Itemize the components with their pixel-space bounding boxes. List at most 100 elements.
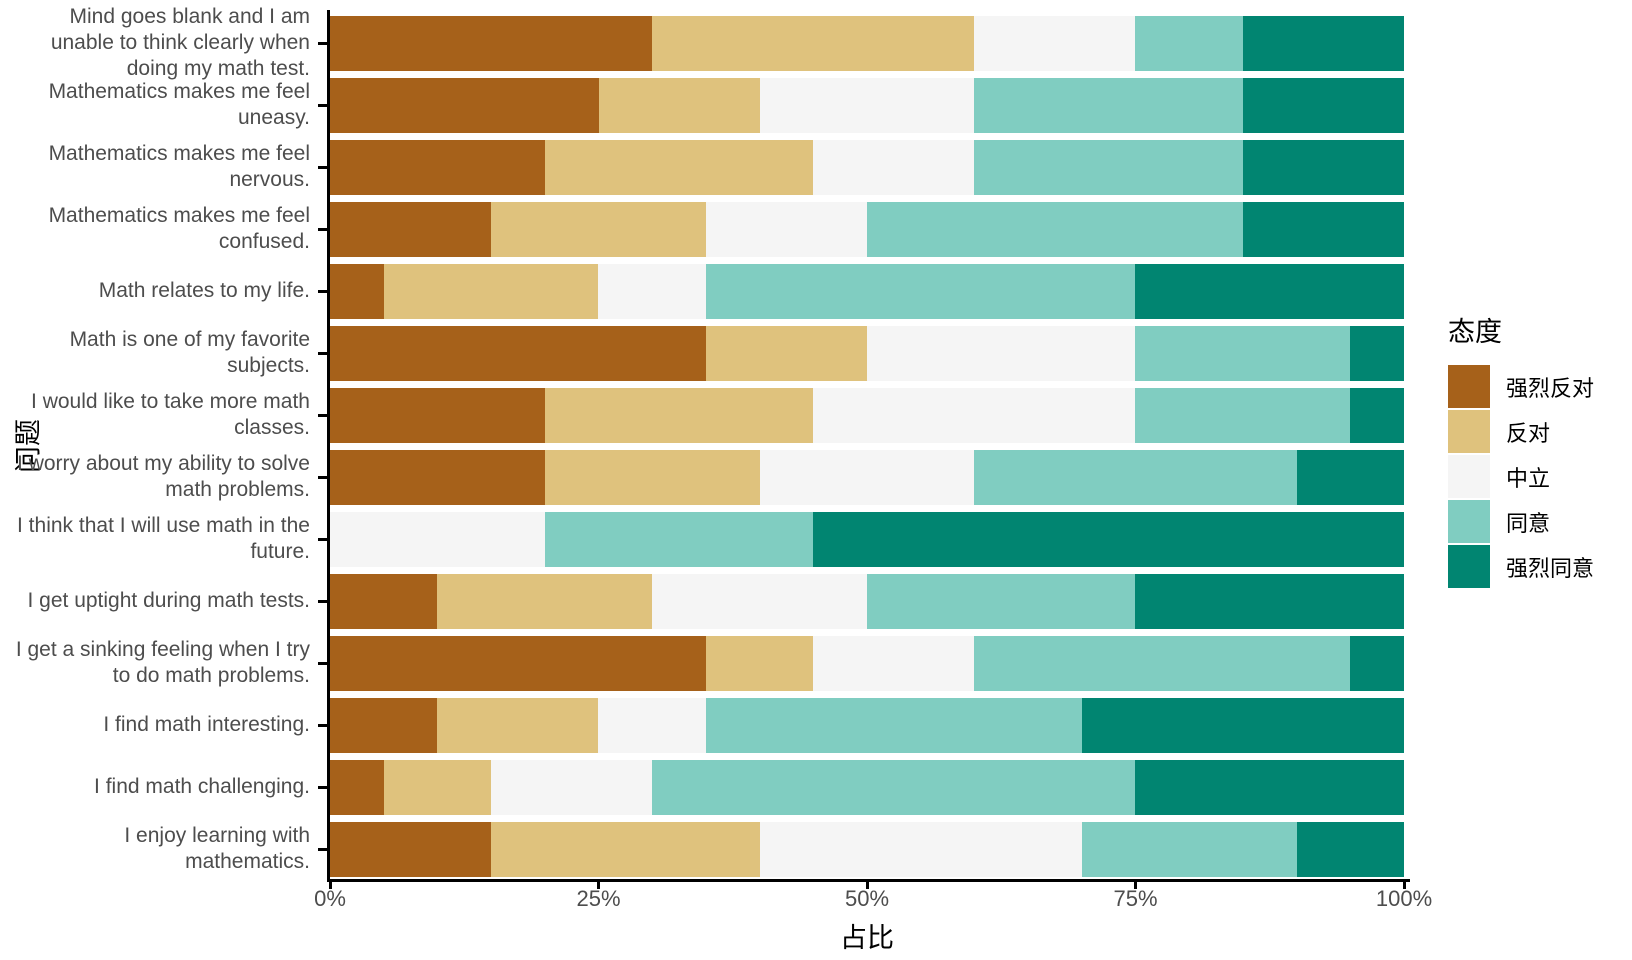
- x-tick-label: 25%: [576, 886, 621, 911]
- bar-segment-强烈同意: [1350, 635, 1404, 691]
- y-tick-mark: [318, 103, 327, 107]
- bar-segment-同意: [866, 573, 1136, 629]
- x-tick-mark: [597, 882, 600, 889]
- bar-segment-强烈同意: [1242, 139, 1404, 195]
- bar-row: [330, 263, 1404, 319]
- bar-segment-反对: [437, 697, 599, 753]
- bar-segment-强烈反对: [330, 201, 492, 257]
- legend: 态度 强烈反对 反对 中立 同意 强烈同意: [1448, 310, 1594, 590]
- legend-item-强烈反对: 强烈反对: [1448, 365, 1594, 408]
- bar-row: [330, 325, 1404, 381]
- bar-segment-反对: [598, 77, 760, 133]
- bar-segment-同意: [544, 511, 814, 567]
- bar-segment-同意: [1135, 325, 1351, 381]
- bar-segment-同意: [1135, 15, 1243, 71]
- y-tick-mark: [318, 723, 327, 727]
- category-label: I get a sinking feeling when I try to do…: [15, 638, 310, 687]
- x-tick-mark: [328, 882, 332, 889]
- legend-swatch-icon: [1448, 545, 1490, 588]
- bar-row: [330, 511, 1404, 567]
- bar-segment-强烈同意: [1296, 449, 1404, 505]
- y-tick-mark: [318, 413, 327, 417]
- bar-segment-反对: [544, 139, 814, 195]
- category-label: I get uptight during math tests.: [27, 589, 311, 612]
- bar-segment-强烈同意: [1242, 77, 1404, 133]
- bar-segment-强烈反对: [330, 759, 384, 815]
- y-tick-mark: [318, 41, 327, 45]
- legend-items: 强烈反对 反对 中立 同意 强烈同意: [1448, 365, 1594, 588]
- category-label: I worry about my ability to solve math p…: [17, 452, 310, 501]
- bar-segment-反对: [491, 201, 706, 257]
- bar-segment-中立: [598, 697, 706, 753]
- bar-segment-中立: [759, 449, 975, 505]
- bar-row: [330, 15, 1404, 71]
- plot-panel: [330, 12, 1404, 880]
- legend-item-label: 强烈反对: [1506, 375, 1595, 401]
- category-label: Mind goes blank and I am unable to think…: [50, 5, 310, 80]
- bar-segment-中立: [813, 139, 975, 195]
- x-tick-mark: [1134, 882, 1137, 889]
- bar-segment-中立: [813, 387, 1136, 443]
- x-tick-label: 50%: [844, 886, 890, 911]
- y-tick-mark: [318, 289, 327, 293]
- bar-row: [330, 573, 1404, 629]
- bar-segment-中立: [652, 573, 867, 629]
- x-tick-label: 100%: [1375, 886, 1433, 911]
- bar-segment-中立: [598, 263, 706, 319]
- bar-segment-强烈同意: [1242, 201, 1404, 257]
- legend-item-同意: 同意: [1448, 500, 1594, 543]
- y-tick-mark: [318, 351, 327, 355]
- bar-segment-强烈反对: [330, 139, 545, 195]
- bar-segment-同意: [866, 201, 1243, 257]
- bar-segment-中立: [705, 201, 867, 257]
- bar-segment-强烈同意: [1242, 15, 1404, 71]
- bar-segment-中立: [866, 325, 1136, 381]
- y-tick-mark: [318, 227, 327, 231]
- bar-segment-强烈反对: [330, 263, 384, 319]
- bar-row: [330, 77, 1404, 133]
- category-label: Mathematics makes me feel confused.: [48, 204, 310, 253]
- bar-segment-强烈同意: [1350, 387, 1404, 443]
- category-label: Math relates to my life.: [98, 279, 310, 302]
- x-tick-label: 75%: [1113, 886, 1158, 911]
- y-tick-mark: [318, 165, 327, 169]
- bar-segment-中立: [759, 821, 1082, 877]
- bar-segment-中立: [974, 15, 1136, 71]
- bar-segment-中立: [330, 511, 545, 567]
- legend-item-强烈同意: 强烈同意: [1448, 545, 1594, 588]
- bar-segment-反对: [652, 15, 975, 71]
- bar-segment-强烈反对: [330, 77, 599, 133]
- bar-row: [330, 759, 1404, 815]
- category-label: I would like to take more math classes.: [31, 390, 310, 439]
- bar-segment-强烈同意: [1350, 325, 1404, 381]
- bar-segment-反对: [544, 387, 814, 443]
- bar-row: [330, 139, 1404, 195]
- legend-item-label: 强烈同意: [1506, 555, 1595, 581]
- bar-segment-强烈反对: [330, 387, 545, 443]
- bar-segment-强烈反对: [330, 15, 653, 71]
- bar-segment-强烈同意: [813, 511, 1404, 567]
- bar-segment-强烈反对: [330, 325, 706, 381]
- bar-segment-强烈反对: [330, 697, 438, 753]
- bar-row: [330, 697, 1404, 753]
- bar-segment-反对: [491, 821, 760, 877]
- category-label: Mathematics makes me feel uneasy.: [48, 80, 310, 129]
- x-axis-line: [327, 879, 1410, 882]
- bar-segment-同意: [1135, 387, 1351, 443]
- x-tick-mark: [1402, 882, 1406, 889]
- category-label: I think that I will use math in the futu…: [17, 514, 310, 563]
- legend-item-中立: 中立: [1448, 455, 1594, 498]
- x-axis-title: 占比: [840, 923, 894, 953]
- category-label: Mathematics makes me feel nervous.: [48, 142, 310, 191]
- bar-segment-反对: [383, 759, 492, 815]
- bar-segment-中立: [813, 635, 975, 691]
- legend-swatch-icon: [1448, 455, 1490, 498]
- bar-segment-强烈同意: [1135, 759, 1404, 815]
- legend-swatch-icon: [1448, 410, 1490, 453]
- bar-segment-强烈同意: [1296, 821, 1404, 877]
- bar-segment-强烈反对: [330, 821, 492, 877]
- bar-segment-强烈同意: [1135, 263, 1404, 319]
- legend-swatch-icon: [1448, 500, 1490, 543]
- bar-row: [330, 449, 1404, 505]
- y-tick-mark: [318, 599, 327, 603]
